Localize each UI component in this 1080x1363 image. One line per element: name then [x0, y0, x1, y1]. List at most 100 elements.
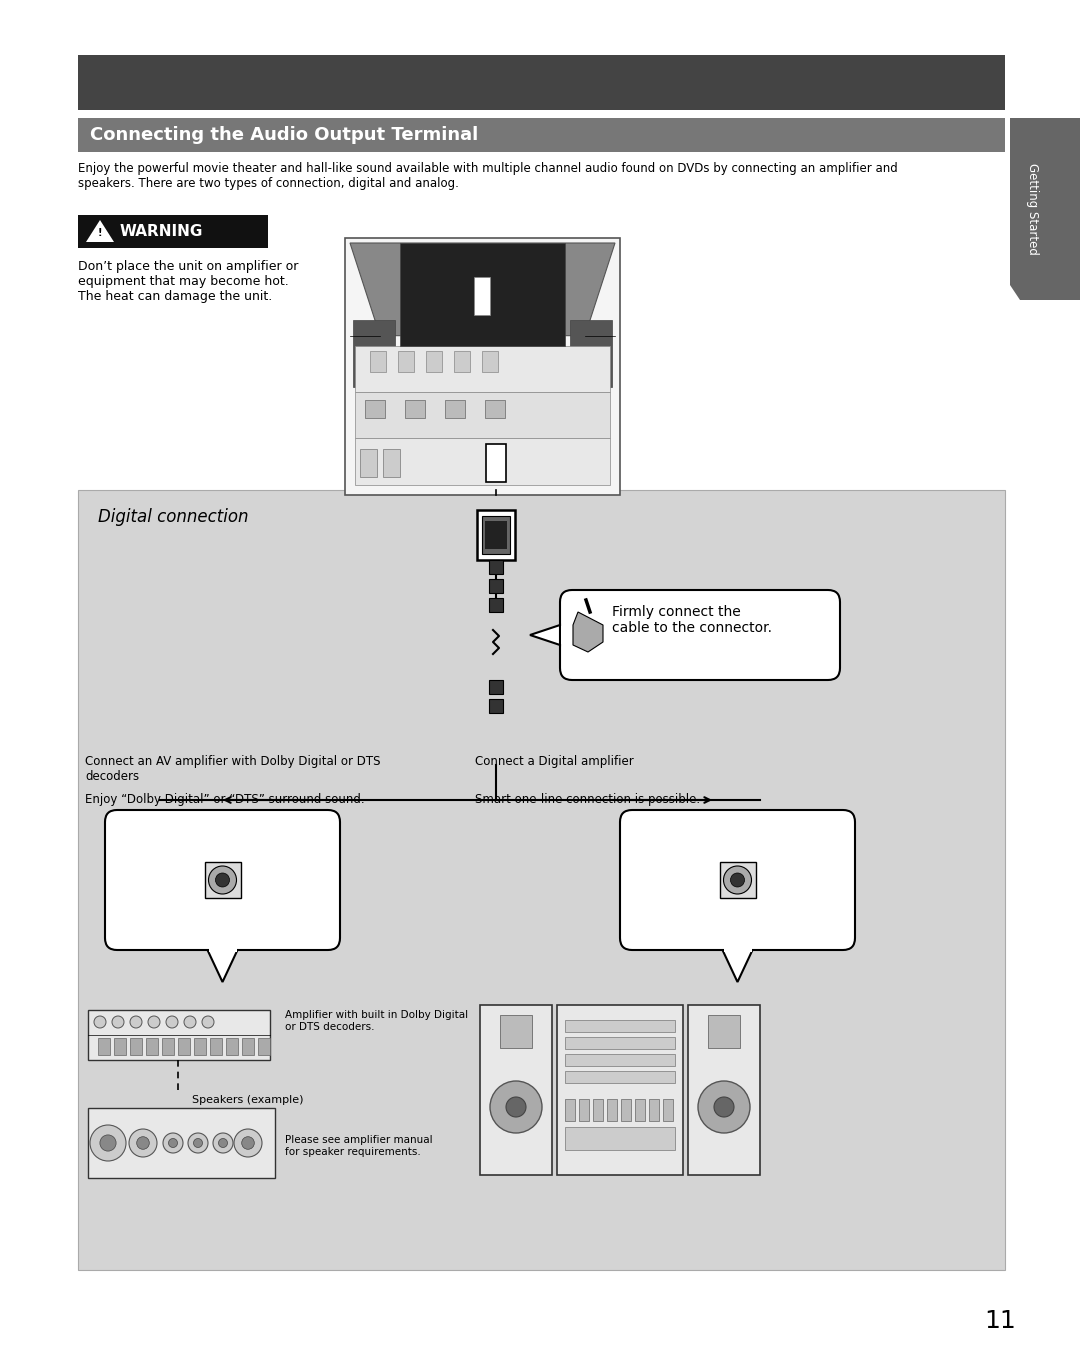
Bar — [146, 1037, 158, 1055]
Bar — [607, 1099, 617, 1120]
Bar — [242, 1037, 254, 1055]
FancyBboxPatch shape — [105, 810, 340, 950]
Bar — [708, 1015, 740, 1048]
Bar — [635, 1099, 645, 1120]
Bar — [87, 1010, 270, 1060]
FancyBboxPatch shape — [620, 810, 855, 950]
Circle shape — [724, 866, 752, 894]
Polygon shape — [573, 612, 603, 652]
Text: !: ! — [98, 228, 103, 237]
Bar — [355, 393, 610, 439]
Circle shape — [193, 1138, 203, 1148]
Polygon shape — [723, 950, 753, 981]
Circle shape — [112, 1015, 124, 1028]
Text: WARNING: WARNING — [120, 224, 203, 239]
Circle shape — [242, 1137, 254, 1149]
Bar — [663, 1099, 673, 1120]
FancyBboxPatch shape — [561, 590, 840, 680]
Circle shape — [90, 1124, 126, 1161]
Bar — [565, 1020, 675, 1032]
Text: Enjoy the powerful movie theater and hall-like sound available with multiple cha: Enjoy the powerful movie theater and hal… — [78, 162, 897, 189]
Circle shape — [166, 1015, 178, 1028]
Circle shape — [730, 872, 744, 887]
Bar — [208, 949, 237, 951]
Bar — [688, 1005, 760, 1175]
Bar — [482, 517, 510, 553]
Circle shape — [188, 1133, 208, 1153]
Text: Don’t place the unit on amplifier or
equipment that may become hot.
The heat can: Don’t place the unit on amplifier or equ… — [78, 260, 298, 303]
Text: Speakers (example): Speakers (example) — [192, 1094, 303, 1105]
Circle shape — [490, 1081, 542, 1133]
Bar — [370, 352, 386, 372]
Bar — [477, 510, 515, 560]
Bar — [489, 579, 503, 593]
Bar — [78, 55, 1005, 110]
Bar — [360, 448, 377, 477]
Bar — [489, 680, 503, 694]
Bar — [426, 352, 442, 372]
Bar — [454, 352, 470, 372]
Bar — [78, 215, 268, 248]
Bar — [78, 491, 1005, 1270]
Bar — [485, 399, 505, 418]
Bar — [482, 352, 498, 372]
Bar — [649, 1099, 659, 1120]
Circle shape — [216, 872, 229, 887]
Bar — [486, 443, 507, 483]
Bar — [365, 399, 384, 418]
Circle shape — [94, 1015, 106, 1028]
Bar — [557, 1005, 683, 1175]
Bar — [210, 1037, 222, 1055]
Bar — [565, 1037, 675, 1050]
Text: Connect an AV amplifier with Dolby Digital or DTS
decoders: Connect an AV amplifier with Dolby Digit… — [85, 755, 380, 782]
Circle shape — [168, 1138, 177, 1148]
Circle shape — [202, 1015, 214, 1028]
Text: Amplifier with built in Dolby Digital
or DTS decoders.: Amplifier with built in Dolby Digital or… — [285, 1010, 468, 1032]
Bar — [178, 1037, 190, 1055]
Circle shape — [234, 1129, 262, 1157]
Text: Connect a Digital amplifier: Connect a Digital amplifier — [475, 755, 634, 767]
Circle shape — [184, 1015, 195, 1028]
Text: Firmly connect the
cable to the connector.: Firmly connect the cable to the connecto… — [612, 605, 772, 635]
Bar — [258, 1037, 270, 1055]
Circle shape — [100, 1135, 117, 1152]
Bar — [489, 699, 503, 713]
Text: Connecting the Audio Output Terminal: Connecting the Audio Output Terminal — [90, 125, 478, 144]
Bar — [593, 1099, 603, 1120]
Bar — [480, 1005, 552, 1175]
Bar — [353, 320, 395, 387]
Bar — [561, 626, 565, 643]
Bar — [204, 861, 241, 898]
Bar — [724, 949, 752, 951]
Text: Please see amplifier manual
for speaker requirements.: Please see amplifier manual for speaker … — [285, 1135, 433, 1157]
Polygon shape — [1010, 119, 1080, 300]
Bar — [98, 1037, 110, 1055]
Circle shape — [148, 1015, 160, 1028]
Bar — [114, 1037, 126, 1055]
Bar — [565, 1054, 675, 1066]
Bar — [719, 861, 756, 898]
Text: Enjoy “Dolby Digital” or “DTS” surround sound.: Enjoy “Dolby Digital” or “DTS” surround … — [85, 793, 365, 806]
Polygon shape — [86, 219, 114, 243]
Bar — [565, 1127, 675, 1149]
Bar — [474, 277, 490, 315]
Text: Smart one-line connection is possible.: Smart one-line connection is possible. — [475, 793, 700, 806]
Circle shape — [213, 1133, 233, 1153]
Bar — [565, 1099, 575, 1120]
Circle shape — [129, 1129, 157, 1157]
Bar — [345, 239, 620, 495]
Circle shape — [208, 866, 237, 894]
Text: Digital connection: Digital connection — [98, 508, 248, 526]
Bar — [489, 560, 503, 574]
Bar — [405, 399, 426, 418]
Circle shape — [698, 1081, 750, 1133]
Bar — [355, 346, 610, 393]
Bar — [565, 1071, 675, 1084]
Circle shape — [507, 1097, 526, 1118]
Bar — [489, 598, 503, 612]
Text: Getting Started: Getting Started — [1026, 164, 1039, 255]
Circle shape — [714, 1097, 734, 1118]
Circle shape — [218, 1138, 228, 1148]
Bar — [130, 1037, 141, 1055]
Bar — [226, 1037, 238, 1055]
